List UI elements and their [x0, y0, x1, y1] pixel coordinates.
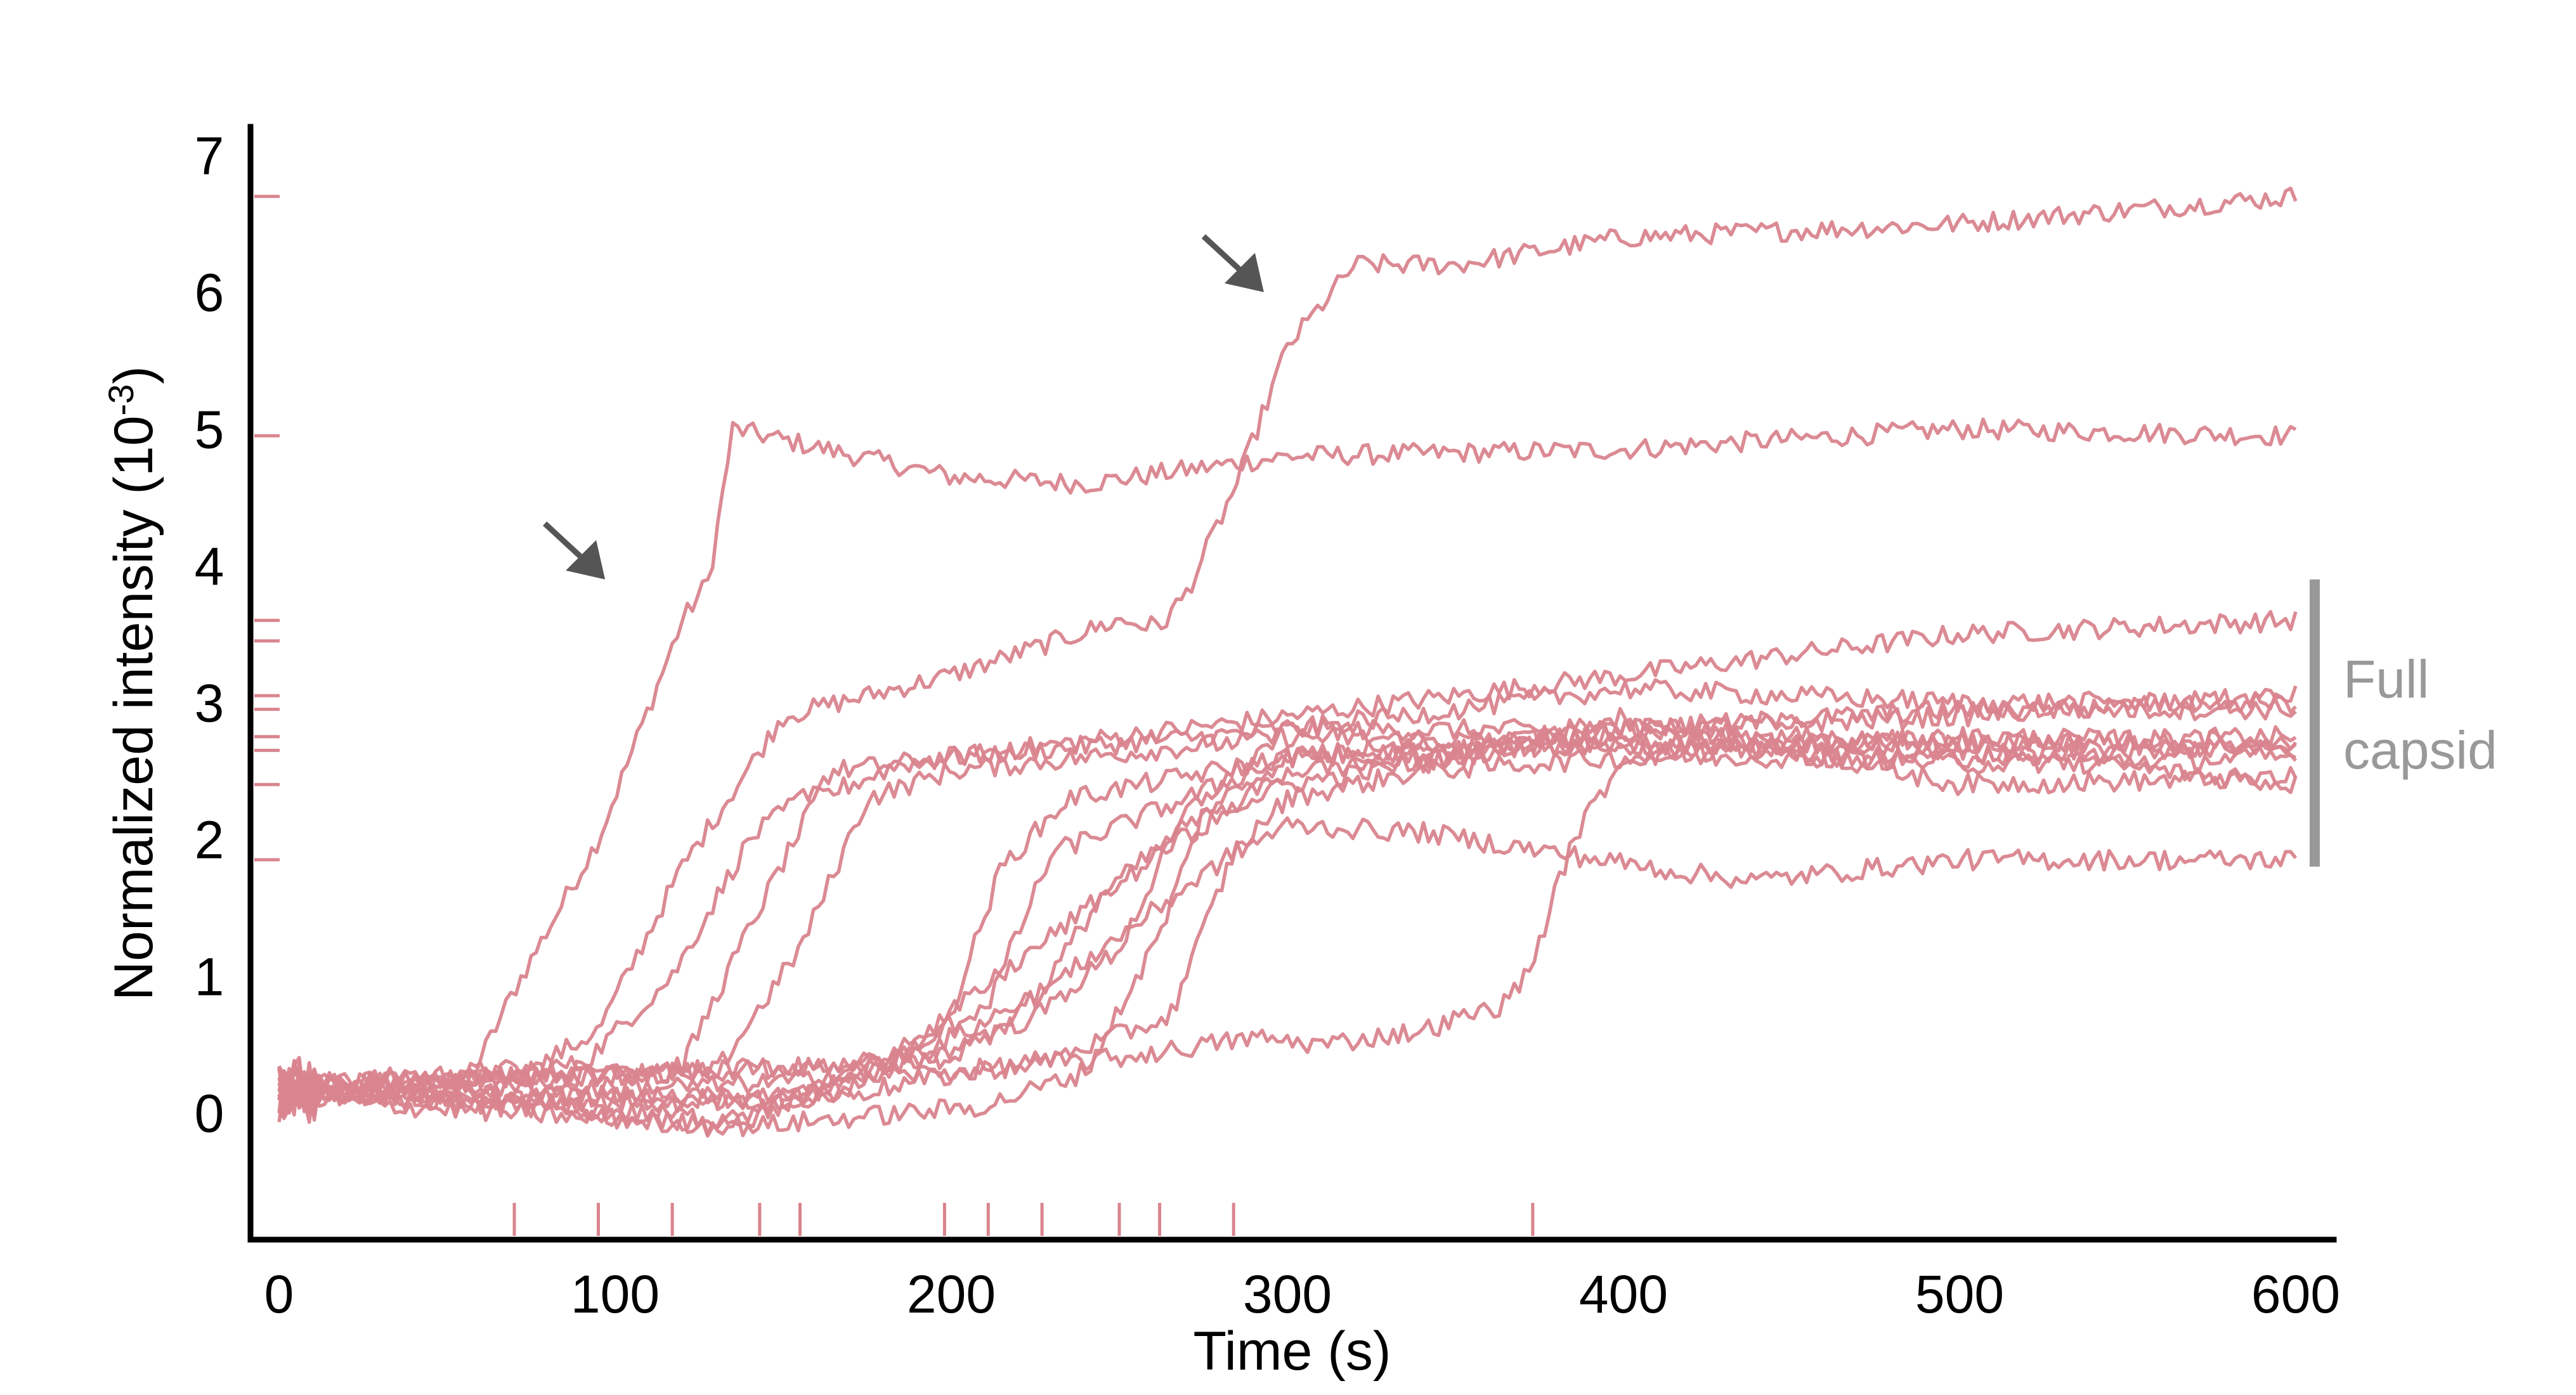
x-tick-label: 0: [264, 1264, 294, 1324]
y-tick-label: 7: [195, 126, 224, 186]
y-axis-label-main: Normalized intensity (10: [103, 415, 164, 1000]
y-tick-label: 1: [195, 947, 224, 1006]
x-tick-label: 500: [1915, 1264, 2004, 1324]
y-tick-label: 3: [195, 673, 224, 733]
x-tick-label: 200: [907, 1264, 996, 1324]
arrow-head: [1224, 252, 1264, 292]
series-line-14: [277, 706, 2298, 1112]
x-tick-label: 400: [1579, 1264, 1668, 1324]
y-axis-label-close: ): [103, 366, 164, 384]
series-layer: [277, 186, 2298, 1138]
y-tick-label: 2: [195, 810, 224, 870]
y-axis-label-exponent: -3: [101, 384, 141, 416]
y-axis-label: Normalized intensity (10-3): [101, 366, 164, 1001]
full-capsid-label-line2: capsid: [2343, 720, 2497, 780]
y-tick-label: 5: [195, 399, 224, 459]
y-tick-label: 0: [195, 1084, 224, 1143]
arrow-icon: [1201, 234, 1264, 292]
arrow-shaft: [1201, 234, 1247, 277]
y-tick-labels: 0 1 2 3 4 5 6 7: [195, 126, 224, 1143]
arrow-icon: [543, 521, 606, 580]
x-tick-label: 600: [2251, 1264, 2340, 1324]
colored-tick-marks: [254, 195, 1535, 1236]
full-capsid-label-line1: Full: [2343, 649, 2429, 709]
series-line-3: [278, 610, 2298, 1116]
series-line-11: [277, 736, 2298, 1124]
arrow-shaft: [543, 521, 589, 564]
x-tick-label: 300: [1243, 1264, 1332, 1324]
series-line-1: [277, 417, 2297, 1114]
series-line-12: [277, 725, 2297, 1122]
x-tick-labels: 0 100 200 300 400 500 600: [264, 1264, 2340, 1324]
y-tick-label: 4: [195, 536, 224, 596]
series-line-4: [277, 718, 2297, 1105]
x-tick-label: 100: [571, 1264, 660, 1324]
arrow-head: [566, 540, 606, 580]
y-tick-label: 6: [195, 263, 224, 323]
series-line-5: [277, 727, 2298, 1110]
series-line-2: [277, 186, 2298, 1120]
x-axis-label: Time (s): [1193, 1321, 1391, 1382]
series-line-9: [277, 678, 2298, 1113]
arrow-layer: [543, 234, 1264, 580]
series-line-13: [277, 816, 2298, 1117]
